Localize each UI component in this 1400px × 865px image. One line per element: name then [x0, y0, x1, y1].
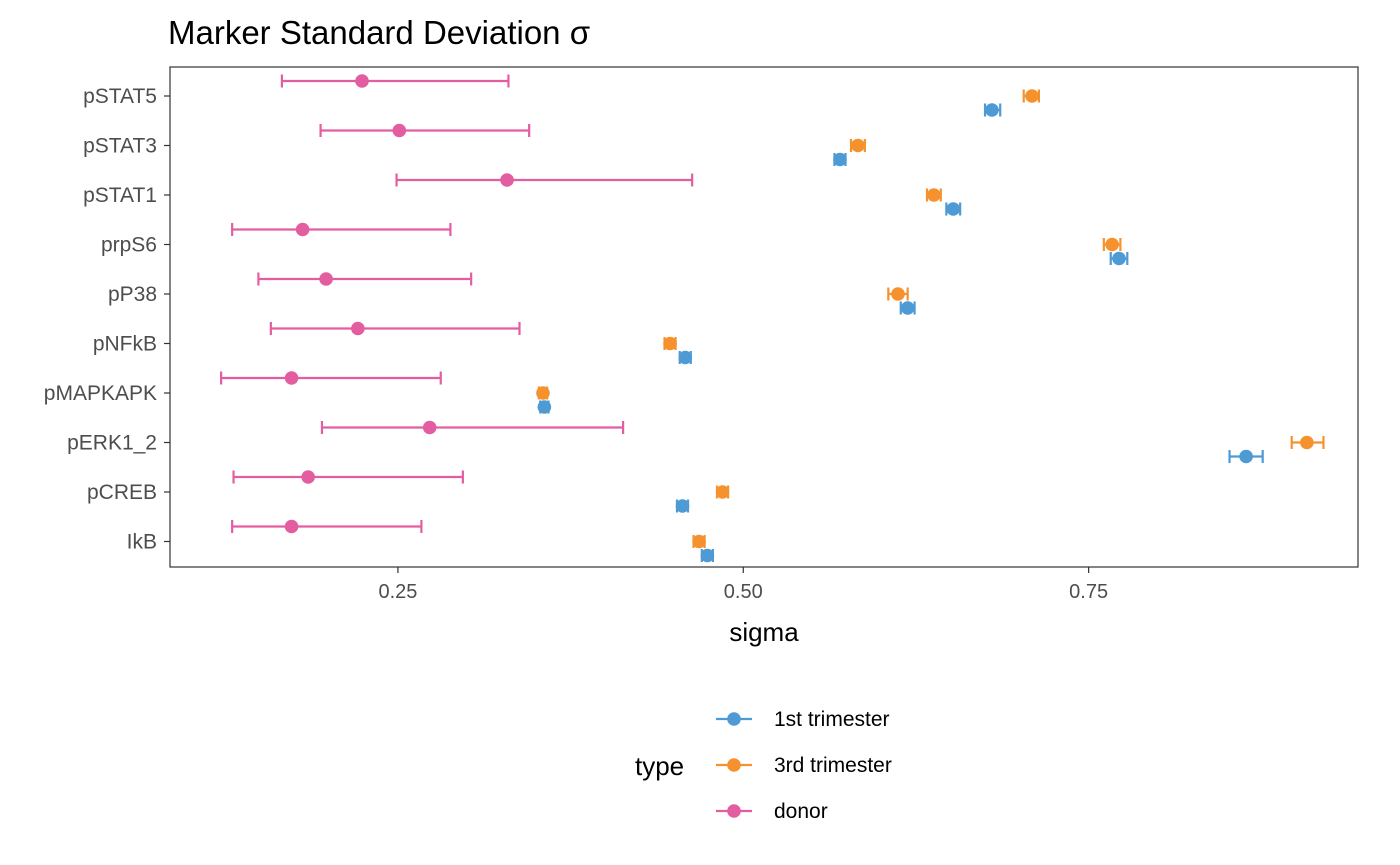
data-point	[678, 350, 693, 365]
data-point	[946, 202, 961, 216]
legend-label: donor	[774, 800, 828, 823]
legend-label: 1st trimester	[774, 708, 890, 731]
chart-marks	[220, 74, 1325, 563]
legend-marker	[727, 712, 741, 726]
data-point	[319, 272, 333, 286]
y-tick-label: pSTAT1	[83, 184, 157, 207]
data-point	[500, 173, 514, 187]
data-point	[900, 301, 915, 315]
series-3rd-trimester	[536, 89, 1325, 549]
data-point	[351, 321, 365, 336]
legend: type 1st trimester 3rd trimester donor	[635, 708, 892, 823]
plot-panel	[169, 66, 1359, 568]
data-point	[700, 548, 715, 563]
y-tick-label: pSTAT5	[83, 85, 157, 108]
y-tick-label: pNFkB	[93, 333, 157, 356]
data-point	[675, 499, 690, 513]
legend-marker	[727, 758, 741, 772]
data-point	[985, 103, 999, 117]
legend-title: type	[635, 751, 684, 781]
data-point	[1112, 251, 1126, 266]
data-point	[536, 386, 550, 400]
data-point	[284, 371, 299, 385]
legend-marker	[727, 804, 741, 818]
data-point	[1105, 237, 1119, 252]
y-tick-label: pP38	[108, 283, 157, 306]
data-point	[355, 74, 369, 88]
y-tick-label: pSTAT3	[83, 135, 157, 158]
x-axis-label: sigma	[729, 617, 799, 647]
y-tick-label: pCREB	[87, 481, 157, 504]
series-donor	[220, 74, 694, 534]
data-point	[295, 222, 310, 237]
data-point	[537, 400, 552, 414]
data-point	[927, 188, 941, 202]
y-tick-label: prpS6	[101, 234, 157, 257]
y-axis: pSTAT5 pSTAT3 pSTAT1 prpS6 pP38 pNFkB pMAPKAPK…	[44, 85, 170, 554]
data-point	[851, 138, 865, 153]
data-point	[1239, 449, 1253, 464]
data-point	[692, 534, 706, 549]
data-point	[284, 519, 299, 534]
data-point	[1025, 89, 1039, 103]
data-point	[301, 470, 315, 484]
x-axis: 0.25 0.50 0.75	[378, 567, 1108, 603]
data-point	[833, 152, 847, 167]
y-tick-label: pMAPKAPK	[44, 382, 157, 405]
x-tick-label: 0.25	[378, 581, 417, 603]
data-point	[422, 420, 437, 435]
legend-label: 3rd trimester	[774, 754, 892, 777]
x-tick-label: 0.75	[1069, 581, 1108, 603]
series-1st-trimester	[537, 103, 1264, 563]
x-tick-label: 0.50	[724, 581, 763, 603]
data-point	[1300, 435, 1314, 450]
data-point	[392, 123, 407, 138]
chart-title: Marker Standard Deviation σ	[168, 14, 590, 51]
y-tick-label: pERK1_2	[67, 432, 157, 455]
data-point	[715, 485, 730, 499]
y-tick-label: IkB	[127, 531, 157, 554]
data-point	[891, 287, 905, 301]
data-point	[663, 336, 677, 351]
